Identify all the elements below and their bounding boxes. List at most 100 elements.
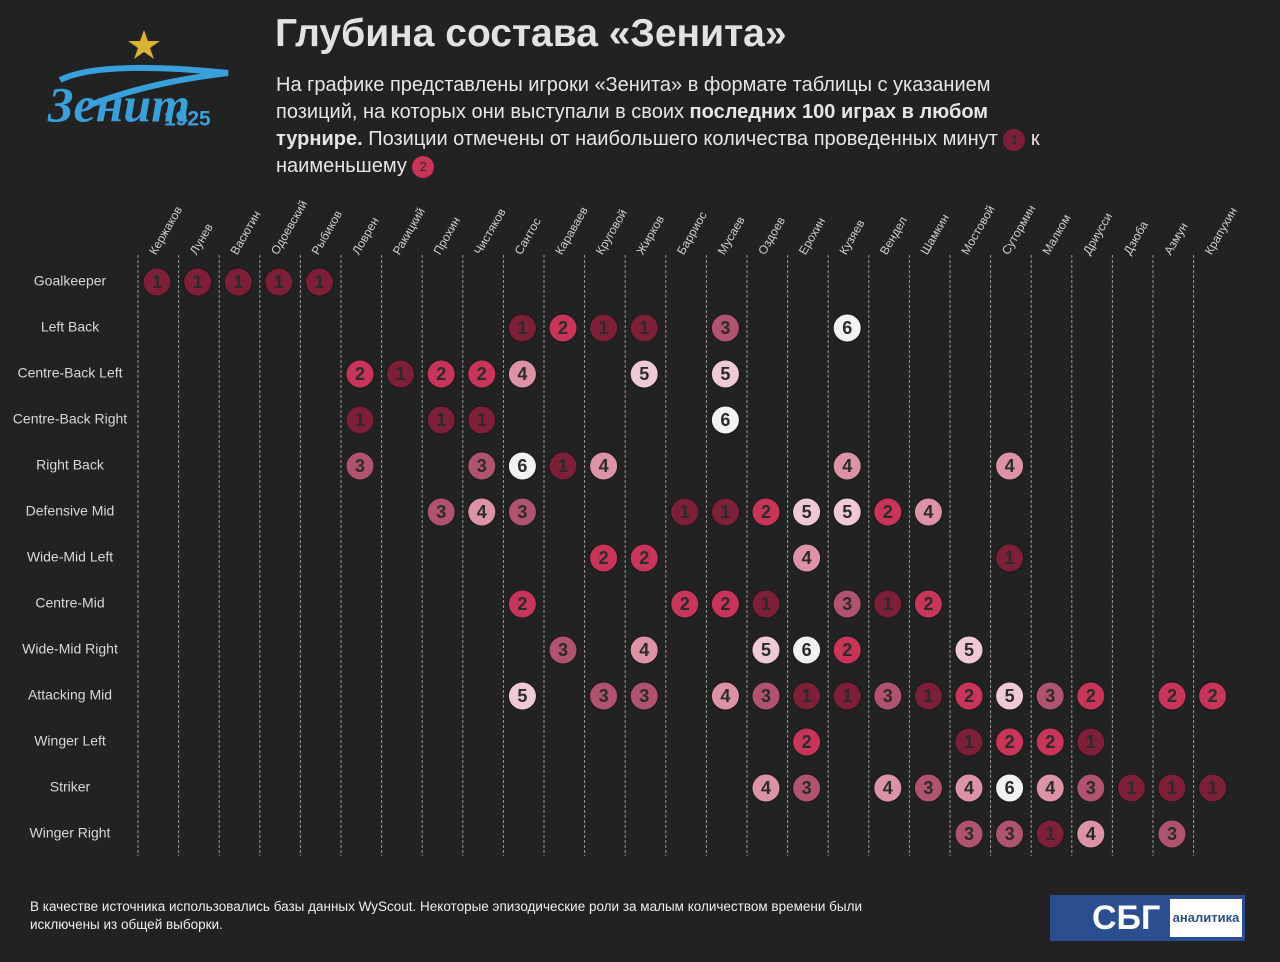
rank-cell: 1: [304, 267, 334, 297]
rank-cell: 1: [670, 497, 700, 527]
rank-badge: [142, 267, 172, 297]
rank-badge: [548, 313, 578, 343]
rank-cell: 3: [507, 497, 537, 527]
rank-cell: 6: [710, 405, 740, 435]
player-label: Ерохин: [796, 215, 828, 257]
rank-badge: [548, 451, 578, 481]
rank-cell: 1: [1157, 773, 1187, 803]
rank-value: 1: [923, 686, 933, 706]
rank-value: 3: [1167, 824, 1177, 844]
rank-badge: [345, 359, 375, 389]
rank-value: 6: [842, 318, 852, 338]
rank-cell: 1: [386, 359, 416, 389]
rank-badge: [751, 497, 781, 527]
rank-value: 2: [517, 594, 527, 614]
rank-badge: [832, 313, 862, 343]
rank-cell: 1: [1035, 819, 1065, 849]
rank-badge: [548, 635, 578, 665]
rank-value: 5: [761, 640, 771, 660]
rank-cell: 4: [792, 543, 822, 573]
rank-cell: 2: [792, 727, 822, 757]
position-label: Wide-Mid Left: [27, 549, 113, 565]
rank-value: 6: [802, 640, 812, 660]
rank-cell: 1: [873, 589, 903, 619]
rank-cell: 4: [710, 681, 740, 711]
rank-cell: 3: [467, 451, 497, 481]
player-label: Караваев: [552, 204, 591, 257]
rank-value: 2: [883, 502, 893, 522]
rank-cell: 3: [751, 681, 781, 711]
rank-cell: 2: [589, 543, 619, 573]
position-label: Striker: [50, 779, 91, 795]
logo-year: 1925: [164, 108, 211, 131]
rank-cell: 5: [832, 497, 862, 527]
player-label: Малком: [1039, 212, 1073, 257]
rank-cell: 3: [426, 497, 456, 527]
rank-cell: 3: [995, 819, 1025, 849]
rank-badge: [954, 681, 984, 711]
rank-badge: [832, 589, 862, 619]
rank-cell: 1: [183, 267, 213, 297]
player-label: Сантос: [512, 215, 544, 257]
rank-value: 1: [274, 272, 284, 292]
player-label: Круговой: [593, 207, 630, 257]
rank-value: 4: [923, 502, 933, 522]
rank-cell: 5: [629, 359, 659, 389]
legend-badge: 1: [1003, 128, 1026, 151]
rank-value: 1: [477, 410, 487, 430]
subtitle-text: к наименьшему: [276, 128, 1040, 177]
rank-value: 4: [1086, 824, 1096, 844]
rank-value: 2: [842, 640, 852, 660]
rank-badge: [710, 359, 740, 389]
rank-value: 1: [680, 502, 690, 522]
rank-badge: [710, 497, 740, 527]
rank-value: 2: [720, 594, 730, 614]
rank-value: 1: [355, 410, 365, 430]
player-label: Прохин: [430, 214, 463, 257]
rank-cell: 3: [1076, 773, 1106, 803]
rank-value: 1: [1086, 732, 1096, 752]
rank-value: 5: [964, 640, 974, 660]
rank-cell: 1: [751, 589, 781, 619]
rank-badge: [629, 313, 659, 343]
rank-cell: 3: [873, 681, 903, 711]
player-label: Одоевский: [268, 198, 310, 257]
rank-cell: 1: [142, 267, 172, 297]
rank-badge: [792, 681, 822, 711]
rank-badge: [1076, 773, 1106, 803]
rank-badge: [792, 543, 822, 573]
rank-badge: [264, 267, 294, 297]
rank-value: 5: [517, 686, 527, 706]
rank-cell: 3: [913, 773, 943, 803]
rank-value: 3: [923, 778, 933, 798]
rank-value: 4: [639, 640, 649, 660]
rank-cell: 6: [995, 773, 1025, 803]
player-label: Дриусси: [1080, 210, 1115, 257]
rank-value: 3: [883, 686, 893, 706]
brand-logo: СБГ аналитика: [1050, 895, 1245, 941]
rank-badge: [954, 819, 984, 849]
rank-badge: [386, 359, 416, 389]
rank-cell: 2: [751, 497, 781, 527]
rank-value: 3: [477, 456, 487, 476]
rank-value: 2: [761, 502, 771, 522]
rank-cell: 2: [1076, 681, 1106, 711]
rank-value: 1: [193, 272, 203, 292]
rank-badge: [832, 681, 862, 711]
rank-value: 3: [355, 456, 365, 476]
rank-value: 3: [761, 686, 771, 706]
rank-cell: 3: [629, 681, 659, 711]
rank-cell: 3: [832, 589, 862, 619]
position-label: Winger Left: [34, 733, 106, 749]
rank-cell: 1: [954, 727, 984, 757]
rank-value: 6: [517, 456, 527, 476]
rank-cell: 4: [751, 773, 781, 803]
logo: Зенит 1925: [47, 30, 229, 132]
rank-badge: [832, 497, 862, 527]
rank-cell: 2: [913, 589, 943, 619]
rank-cell: 4: [832, 451, 862, 481]
position-label: Attacking Mid: [28, 687, 112, 703]
rank-badge: [589, 313, 619, 343]
rank-value: 1: [883, 594, 893, 614]
rank-value: 4: [883, 778, 893, 798]
